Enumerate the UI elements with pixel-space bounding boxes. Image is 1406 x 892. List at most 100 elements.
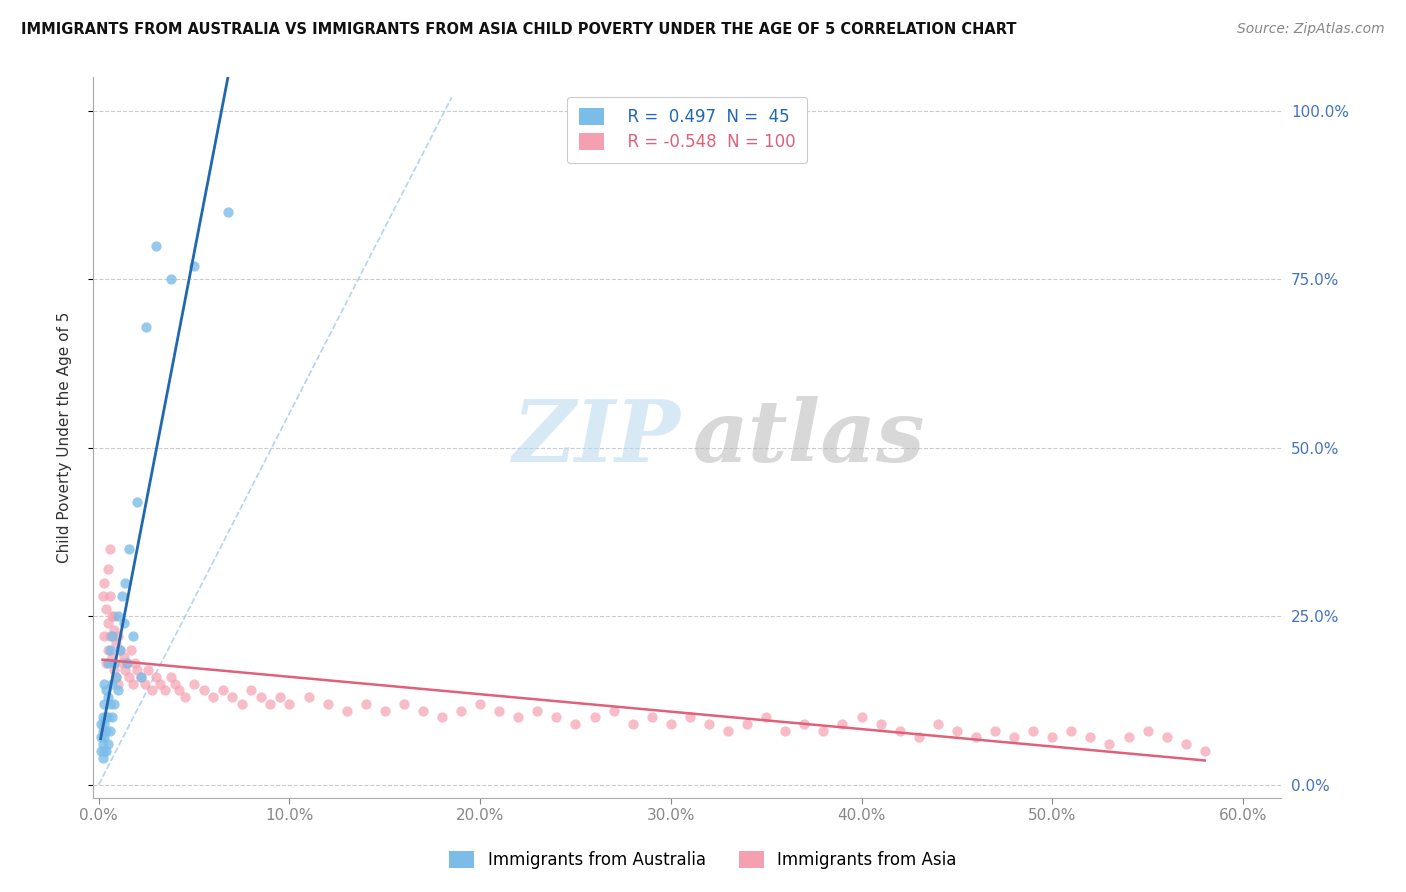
Point [93, 731, 115, 745]
Point [101, 676, 124, 690]
Point [679, 710, 702, 724]
Point [125, 663, 148, 677]
Point [108, 643, 131, 657]
Point [91, 589, 114, 603]
Legend: Immigrants from Australia, Immigrants from Asia: Immigrants from Australia, Immigrants fr… [439, 841, 967, 880]
Point [118, 670, 141, 684]
Point [984, 723, 1007, 738]
Point [98, 629, 121, 643]
Point [851, 710, 873, 724]
Point [122, 629, 145, 643]
Point [468, 697, 491, 711]
Point [269, 690, 291, 704]
Point [1136, 723, 1159, 738]
Point [96, 602, 118, 616]
Text: Source: ZipAtlas.com: Source: ZipAtlas.com [1237, 22, 1385, 37]
Point [98, 541, 121, 556]
Point [108, 643, 131, 657]
Point [1156, 731, 1178, 745]
Point [211, 683, 233, 698]
Point [103, 623, 125, 637]
Point [1040, 731, 1063, 745]
Point [1118, 731, 1140, 745]
Point [430, 710, 453, 724]
Point [240, 683, 263, 698]
Point [96, 744, 118, 758]
Point [93, 744, 115, 758]
Text: atlas: atlas [693, 396, 925, 480]
Point [104, 670, 127, 684]
Point [167, 683, 190, 698]
Point [107, 683, 129, 698]
Point [641, 710, 664, 724]
Point [813, 723, 835, 738]
Point [1174, 737, 1197, 751]
Point [526, 704, 548, 718]
Point [97, 615, 120, 630]
Point [149, 676, 172, 690]
Point [354, 697, 377, 711]
Point [93, 575, 115, 590]
Point [90, 717, 112, 731]
Point [107, 629, 129, 643]
Point [145, 670, 167, 684]
Point [889, 723, 911, 738]
Point [101, 629, 124, 643]
Point [250, 690, 273, 704]
Point [160, 272, 183, 286]
Point [114, 575, 136, 590]
Point [103, 697, 125, 711]
Point [717, 723, 740, 738]
Point [135, 319, 157, 334]
Point [97, 657, 120, 671]
Point [193, 683, 215, 698]
Point [1002, 731, 1025, 745]
Point [103, 657, 125, 671]
Point [775, 723, 797, 738]
Point [831, 717, 853, 731]
Point [112, 615, 135, 630]
Point [90, 731, 112, 745]
Point [129, 670, 152, 684]
Point [374, 704, 396, 718]
Point [93, 717, 115, 731]
Point [145, 239, 167, 253]
Legend:   R =  0.497  N =  45,   R = -0.548  N = 100: R = 0.497 N = 45, R = -0.548 N = 100 [567, 96, 807, 163]
Y-axis label: Child Poverty Under the Age of 5: Child Poverty Under the Age of 5 [58, 312, 72, 564]
Point [1194, 744, 1216, 758]
Point [602, 704, 624, 718]
Point [97, 562, 120, 576]
Point [755, 710, 778, 724]
Point [101, 609, 124, 624]
Point [134, 676, 156, 690]
Point [97, 690, 120, 704]
Point [735, 717, 758, 731]
Point [110, 657, 132, 671]
Point [583, 710, 606, 724]
Point [508, 710, 530, 724]
Point [1060, 723, 1083, 738]
Point [392, 697, 415, 711]
Point [91, 737, 114, 751]
Point [96, 723, 118, 738]
Point [316, 697, 339, 711]
Point [907, 731, 929, 745]
Point [659, 717, 682, 731]
Point [96, 657, 118, 671]
Point [114, 663, 136, 677]
Point [98, 697, 121, 711]
Point [103, 609, 125, 624]
Point [117, 657, 139, 671]
Point [564, 717, 586, 731]
Point [96, 683, 118, 698]
Point [173, 690, 195, 704]
Point [621, 717, 644, 731]
Point [107, 609, 129, 624]
Point [97, 710, 120, 724]
Point [97, 737, 120, 751]
Point [697, 717, 720, 731]
Point [107, 676, 129, 690]
Point [946, 723, 969, 738]
Point [129, 670, 152, 684]
Point [927, 717, 949, 731]
